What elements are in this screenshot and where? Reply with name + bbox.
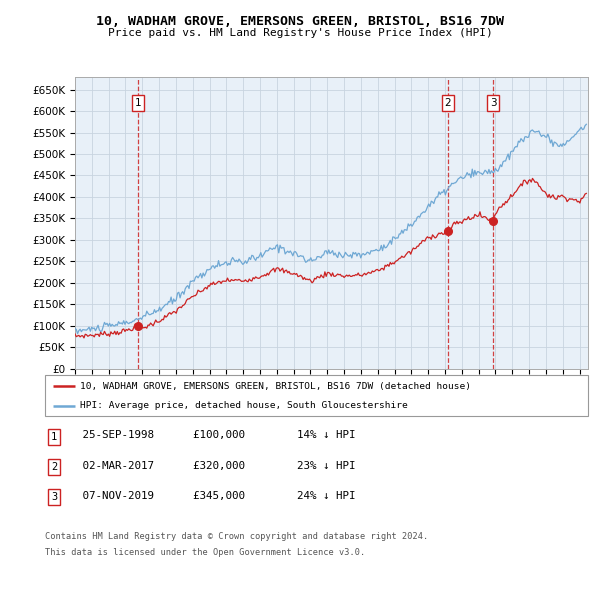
- FancyBboxPatch shape: [47, 459, 61, 476]
- Text: This data is licensed under the Open Government Licence v3.0.: This data is licensed under the Open Gov…: [45, 548, 365, 556]
- FancyBboxPatch shape: [47, 429, 61, 445]
- Text: 07-NOV-2019      £345,000        24% ↓ HPI: 07-NOV-2019 £345,000 24% ↓ HPI: [63, 491, 355, 500]
- Text: 1: 1: [134, 99, 141, 109]
- Text: 2: 2: [445, 99, 451, 109]
- Text: 3: 3: [490, 99, 496, 109]
- Text: Contains HM Land Registry data © Crown copyright and database right 2024.: Contains HM Land Registry data © Crown c…: [45, 532, 428, 541]
- Text: 10, WADHAM GROVE, EMERSONS GREEN, BRISTOL, BS16 7DW (detached house): 10, WADHAM GROVE, EMERSONS GREEN, BRISTO…: [80, 382, 471, 391]
- Text: 3: 3: [51, 493, 57, 502]
- Text: 2: 2: [51, 463, 57, 472]
- Text: Price paid vs. HM Land Registry's House Price Index (HPI): Price paid vs. HM Land Registry's House …: [107, 28, 493, 38]
- Text: 02-MAR-2017      £320,000        23% ↓ HPI: 02-MAR-2017 £320,000 23% ↓ HPI: [63, 461, 355, 470]
- FancyBboxPatch shape: [47, 490, 61, 505]
- Text: 1: 1: [51, 432, 57, 442]
- Text: 25-SEP-1998      £100,000        14% ↓ HPI: 25-SEP-1998 £100,000 14% ↓ HPI: [63, 431, 355, 440]
- Text: HPI: Average price, detached house, South Gloucestershire: HPI: Average price, detached house, Sout…: [80, 401, 408, 410]
- Text: 10, WADHAM GROVE, EMERSONS GREEN, BRISTOL, BS16 7DW: 10, WADHAM GROVE, EMERSONS GREEN, BRISTO…: [96, 15, 504, 28]
- FancyBboxPatch shape: [45, 375, 588, 416]
